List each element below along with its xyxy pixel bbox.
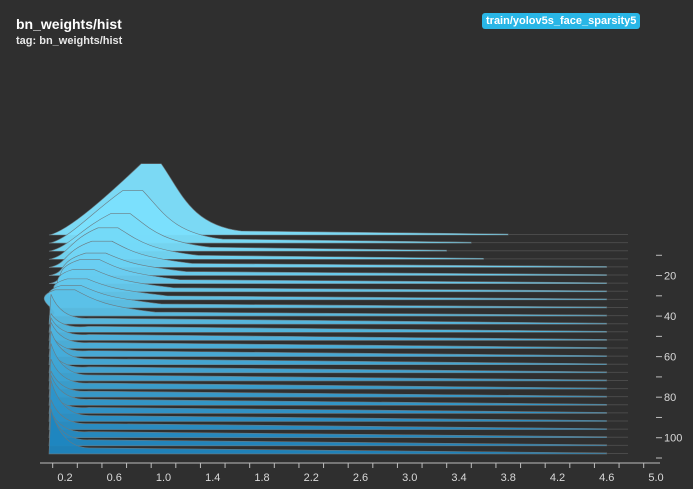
x-tick-label: 3.8 xyxy=(501,472,516,484)
x-tick-label: 0.2 xyxy=(57,472,72,484)
histogram-slice xyxy=(48,312,608,333)
histogram-slice xyxy=(48,330,608,366)
histogram-slice xyxy=(48,190,472,244)
x-tick-label: 2.6 xyxy=(353,472,368,484)
histogram-slice xyxy=(48,408,608,455)
x-tick-label: 4.2 xyxy=(550,472,565,484)
histogram-slice xyxy=(48,213,447,252)
chart-title: bn_weights/hist xyxy=(16,16,122,32)
x-ticks: 0.2 0.6 1.0 1.4 1.8 2.2 2.6 3.0 3.4 3.8 4.2 4.6 5.0 xyxy=(52,463,664,484)
x-tick-label: 3.4 xyxy=(451,472,466,484)
y-tick-label: 20 xyxy=(664,271,676,283)
x-tick-label: 5.0 xyxy=(648,472,663,484)
histogram-slice xyxy=(48,227,484,260)
y-tick-label: 100 xyxy=(664,433,682,445)
y-ticks: 20 40 60 80 100 xyxy=(656,254,682,459)
histogram-layer xyxy=(43,163,628,455)
histogram-slice xyxy=(48,294,608,325)
x-tick-label: 0.6 xyxy=(107,472,122,484)
y-tick-label: 80 xyxy=(664,392,676,404)
histogram-slice xyxy=(48,375,608,406)
histogram-slice xyxy=(48,343,608,382)
x-tick-label: 3.0 xyxy=(402,472,417,484)
chart-tag: tag: bn_weights/hist xyxy=(16,35,123,47)
histogram-slice xyxy=(48,370,608,398)
histogram-slice xyxy=(48,322,608,349)
x-tick-label: 1.0 xyxy=(156,472,171,484)
histogram-slice xyxy=(48,358,608,390)
y-tick-label: 60 xyxy=(664,352,676,364)
run-chip[interactable]: train/yolov5s_face_sparsity5 xyxy=(482,13,641,29)
x-tick-label: 1.8 xyxy=(254,472,269,484)
histogram-slice xyxy=(48,316,608,341)
x-tick-label: 2.2 xyxy=(304,472,319,484)
y-tick-label: 40 xyxy=(664,311,676,323)
histogram-slice xyxy=(48,399,608,430)
x-tick-label: 1.4 xyxy=(205,472,220,484)
x-tick-label: 4.6 xyxy=(599,472,614,484)
histogram-slice xyxy=(48,380,608,422)
